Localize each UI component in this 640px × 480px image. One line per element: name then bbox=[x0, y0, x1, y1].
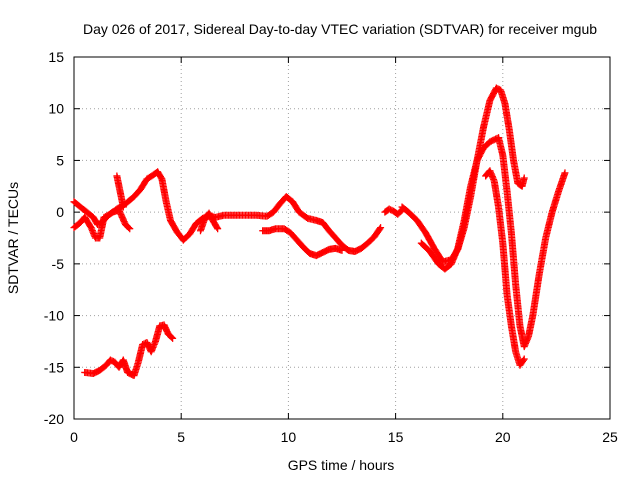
y-tick-label: -20 bbox=[44, 411, 64, 427]
series-track-4 bbox=[113, 172, 127, 211]
data-point bbox=[338, 246, 346, 254]
y-tick-label: -5 bbox=[52, 256, 65, 272]
data-point bbox=[377, 224, 385, 232]
series-track-3 bbox=[259, 225, 346, 260]
data-point bbox=[119, 203, 127, 211]
series-track-2 bbox=[70, 206, 134, 242]
y-axis-label: SDTVAR / TECUs bbox=[5, 182, 21, 294]
chart-title: Day 026 of 2017, Sidereal Day-to-day VTE… bbox=[83, 21, 597, 37]
y-tick-label: 15 bbox=[48, 49, 64, 65]
data-point bbox=[214, 225, 222, 233]
y-tick-label: 10 bbox=[48, 101, 64, 117]
series-track-5 bbox=[196, 209, 222, 235]
data-points bbox=[70, 84, 569, 380]
data-point bbox=[561, 169, 569, 177]
x-tick-label: 5 bbox=[177, 429, 185, 445]
data-point bbox=[169, 334, 177, 342]
y-tick-label: 5 bbox=[56, 152, 64, 168]
data-point bbox=[519, 356, 527, 364]
data-point bbox=[125, 224, 133, 232]
x-tick-label: 15 bbox=[388, 429, 404, 445]
data-point bbox=[213, 223, 221, 231]
x-axis-label: GPS time / hours bbox=[288, 457, 395, 473]
y-tick-label: -15 bbox=[44, 359, 64, 375]
data-point bbox=[376, 225, 384, 233]
data-point bbox=[126, 225, 134, 233]
x-tick-label: 20 bbox=[495, 429, 511, 445]
x-tick-label: 10 bbox=[281, 429, 297, 445]
series-track-9 bbox=[482, 167, 528, 369]
series-track-10 bbox=[81, 321, 177, 380]
y-tick-label: -10 bbox=[44, 308, 64, 324]
x-tick-label: 0 bbox=[70, 429, 78, 445]
data-point bbox=[520, 355, 528, 363]
series-track-6 bbox=[381, 205, 406, 218]
data-point bbox=[168, 333, 176, 341]
plot-frame bbox=[73, 56, 611, 420]
x-tick-label: 25 bbox=[602, 429, 618, 445]
axis-ticks: 0 5 10 15 20 25 15 10 5 0 -5 -10 -15 -20 bbox=[44, 49, 618, 445]
y-tick-label: 0 bbox=[56, 204, 64, 220]
grid bbox=[74, 57, 610, 419]
series-track-8 bbox=[417, 134, 569, 351]
data-point bbox=[520, 174, 528, 182]
